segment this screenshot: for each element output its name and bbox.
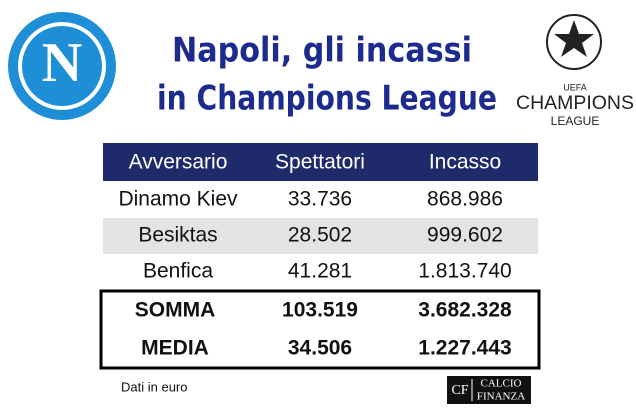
napoli-logo: N — [8, 12, 116, 120]
title-line: in Champions League — [157, 79, 497, 119]
cell: 33.736 — [288, 188, 352, 211]
cell: Benfica — [143, 260, 213, 283]
cell: 28.502 — [288, 224, 352, 247]
total-cell: 1.227.443 — [418, 337, 511, 360]
credit-text: CALCIO — [481, 378, 522, 390]
title-line: Napoli, gli incassi — [172, 31, 472, 71]
total-cell: SOMMA — [135, 299, 216, 322]
cell: 41.281 — [288, 260, 352, 283]
cell: 868.986 — [427, 188, 503, 211]
logo-text: LEAGUE — [551, 114, 600, 128]
total-cell: 34.506 — [288, 337, 352, 360]
credit-logo: CF CALCIO FINANZA — [447, 376, 531, 404]
totals-box — [99, 289, 541, 370]
logo-text: CHAMPIONS — [516, 93, 634, 114]
cell: Dinamo Kiev — [118, 188, 238, 211]
logo-letter: N — [42, 32, 82, 94]
champions-logo: UEFA CHAMPIONS LEAGUE — [516, 14, 634, 128]
column-header: Incasso — [429, 151, 501, 174]
column-header: Spettatori — [275, 151, 365, 174]
total-cell: MEDIA — [141, 337, 209, 360]
column-header: Avversario — [129, 151, 228, 174]
star — [554, 20, 594, 57]
total-cell: 103.519 — [282, 299, 358, 322]
table-header — [103, 143, 538, 181]
credit-text: FINANZA — [477, 391, 525, 403]
logo-text: UEFA — [563, 82, 587, 92]
total-cell: 3.682.328 — [418, 299, 512, 322]
cell: 1.813.740 — [418, 260, 511, 283]
credit-box — [447, 376, 531, 404]
cell: Besiktas — [138, 224, 217, 247]
row-band — [103, 218, 538, 254]
footnote: Dati in euro — [121, 379, 187, 394]
credit-text: CF — [451, 383, 468, 398]
logo-inner — [22, 26, 102, 106]
cell: 999.602 — [427, 224, 503, 247]
